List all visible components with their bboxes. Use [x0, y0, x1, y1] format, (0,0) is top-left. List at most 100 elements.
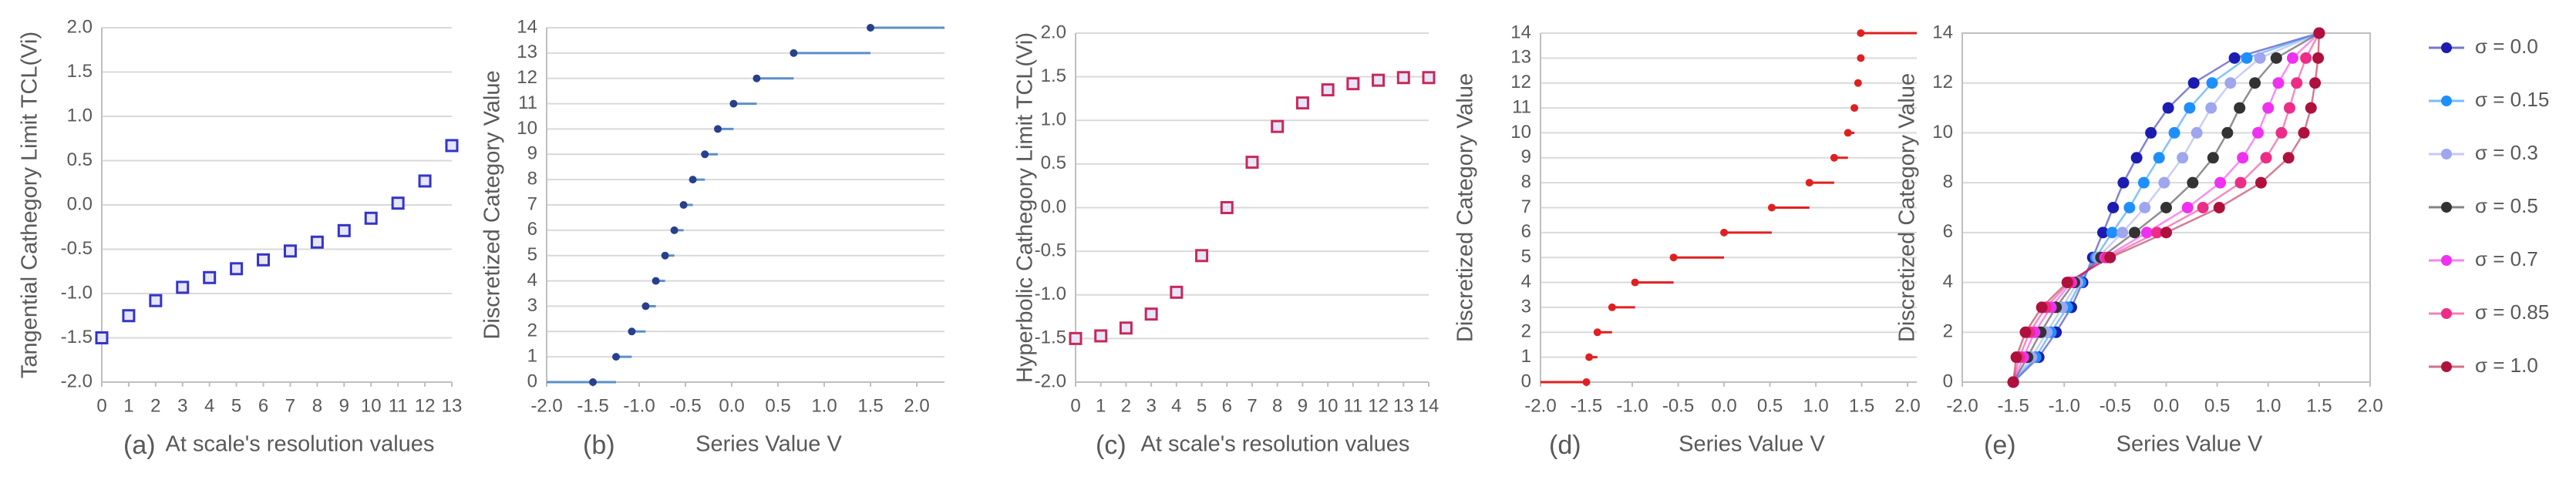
marker — [364, 211, 378, 225]
marker — [2305, 102, 2317, 114]
marker — [2207, 152, 2219, 164]
y-tick-label: 2.0 — [1041, 22, 1066, 42]
y-tick-label: 0.5 — [1041, 153, 1066, 173]
marker — [2140, 227, 2153, 239]
marker — [1346, 77, 1360, 91]
panel-label: (b) — [583, 431, 615, 460]
x-tick-label: 2.0 — [1894, 395, 1920, 416]
x-tick-label: -1.5 — [1571, 395, 1602, 416]
y-tick-label: 11 — [518, 92, 537, 113]
x-tick-label: 9 — [1298, 395, 1308, 416]
marker — [230, 262, 244, 276]
y-tick-label: 1.0 — [1041, 109, 1066, 130]
x-tick-label: 4 — [1171, 395, 1181, 416]
marker — [2106, 227, 2118, 239]
marker — [652, 277, 660, 285]
legend-label: σ = 0.3 — [2475, 141, 2538, 164]
marker — [1295, 96, 1309, 110]
y-tick-label: -2.0 — [61, 371, 93, 391]
x-tick-label: 7 — [285, 395, 295, 416]
y-tick-label: 1 — [1521, 346, 1531, 367]
legend-label: σ = 0.5 — [2475, 194, 2538, 217]
y-tick-label: 7 — [1521, 196, 1531, 217]
marker — [2300, 52, 2312, 64]
marker — [1608, 303, 1616, 311]
marker — [2275, 126, 2288, 139]
y-tick-label: 6 — [1943, 221, 1953, 242]
marker — [257, 253, 271, 267]
x-axis-label: Series Value V — [2116, 432, 2263, 457]
y-tick-label: 0.0 — [67, 193, 93, 214]
marker — [1245, 156, 1259, 169]
x-tick-label: 0 — [96, 395, 106, 416]
marker — [1857, 54, 1865, 62]
marker — [612, 353, 620, 361]
panel-label: (e) — [1984, 431, 2016, 460]
marker — [2104, 251, 2116, 263]
x-tick-label: -2.0 — [1524, 395, 1556, 416]
x-tick-label: 1.5 — [1849, 395, 1874, 416]
x-tick-label: -0.5 — [2100, 395, 2131, 416]
x-tick-label: 6 — [1222, 395, 1232, 416]
x-tick-label: 11 — [1343, 395, 1362, 416]
x-tick-label: 2 — [150, 395, 160, 416]
marker — [628, 327, 636, 336]
legend-marker — [2441, 308, 2452, 319]
marker — [2197, 202, 2209, 213]
marker — [149, 294, 163, 307]
y-tick-label: 3 — [1521, 296, 1531, 317]
legend-label: σ = 0.0 — [2475, 35, 2538, 58]
marker — [2241, 52, 2253, 64]
legend-marker — [2441, 361, 2452, 372]
marker — [2228, 52, 2241, 64]
y-tick-label: 0 — [1521, 371, 1531, 391]
panel: -2.0-1.5-1.0-0.50.00.51.01.52.00 1 2 3 4 5 6 7 8… — [18, 16, 463, 460]
marker — [2130, 152, 2143, 164]
legend-label: σ = 0.7 — [2475, 247, 2538, 270]
marker — [2160, 227, 2172, 239]
y-tick-label: 14 — [517, 16, 537, 37]
x-tick-label: -1.0 — [623, 395, 655, 416]
x-tick-label: -0.5 — [1662, 395, 1694, 416]
x-tick-label: 4 — [204, 395, 214, 416]
x-tick-label: 0 — [1070, 395, 1080, 416]
marker — [2205, 102, 2217, 114]
marker — [1669, 253, 1678, 262]
marker — [661, 251, 669, 260]
x-tick-label: -2.0 — [1946, 395, 1978, 416]
marker — [2139, 202, 2151, 213]
marker — [2190, 126, 2203, 139]
y-tick-label: 6 — [527, 219, 537, 240]
marker — [1321, 83, 1335, 97]
marker — [1220, 201, 1234, 214]
x-tick-label: -1.5 — [1997, 395, 2029, 416]
marker — [1767, 203, 1776, 212]
y-axis-label: Tangential Cathegory Limit TCL(Vi) — [18, 32, 42, 378]
marker — [2313, 27, 2325, 39]
marker — [2177, 152, 2189, 164]
panel-label: (a) — [123, 431, 156, 460]
marker — [729, 99, 738, 108]
y-axis-label: Discretized Category Value — [1895, 73, 1920, 342]
x-tick-label: 12 — [1368, 395, 1389, 416]
x-tick-label: 9 — [339, 395, 349, 416]
marker — [2184, 102, 2196, 114]
y-tick-label: 8 — [527, 168, 537, 189]
x-axis-label: Series Value V — [1679, 432, 1825, 457]
x-tick-label: 2 — [1121, 395, 1131, 416]
marker — [1585, 353, 1594, 361]
x-tick-label: 3 — [1146, 395, 1156, 416]
marker — [714, 125, 722, 133]
marker — [1271, 119, 1285, 133]
marker — [2298, 126, 2310, 139]
marker — [2187, 176, 2199, 189]
marker — [310, 235, 324, 249]
x-tick-label: 1.0 — [2255, 395, 2281, 416]
marker — [1857, 29, 1865, 37]
marker — [1720, 228, 1729, 237]
marker — [418, 174, 432, 188]
marker — [2254, 52, 2266, 64]
marker — [122, 309, 136, 323]
